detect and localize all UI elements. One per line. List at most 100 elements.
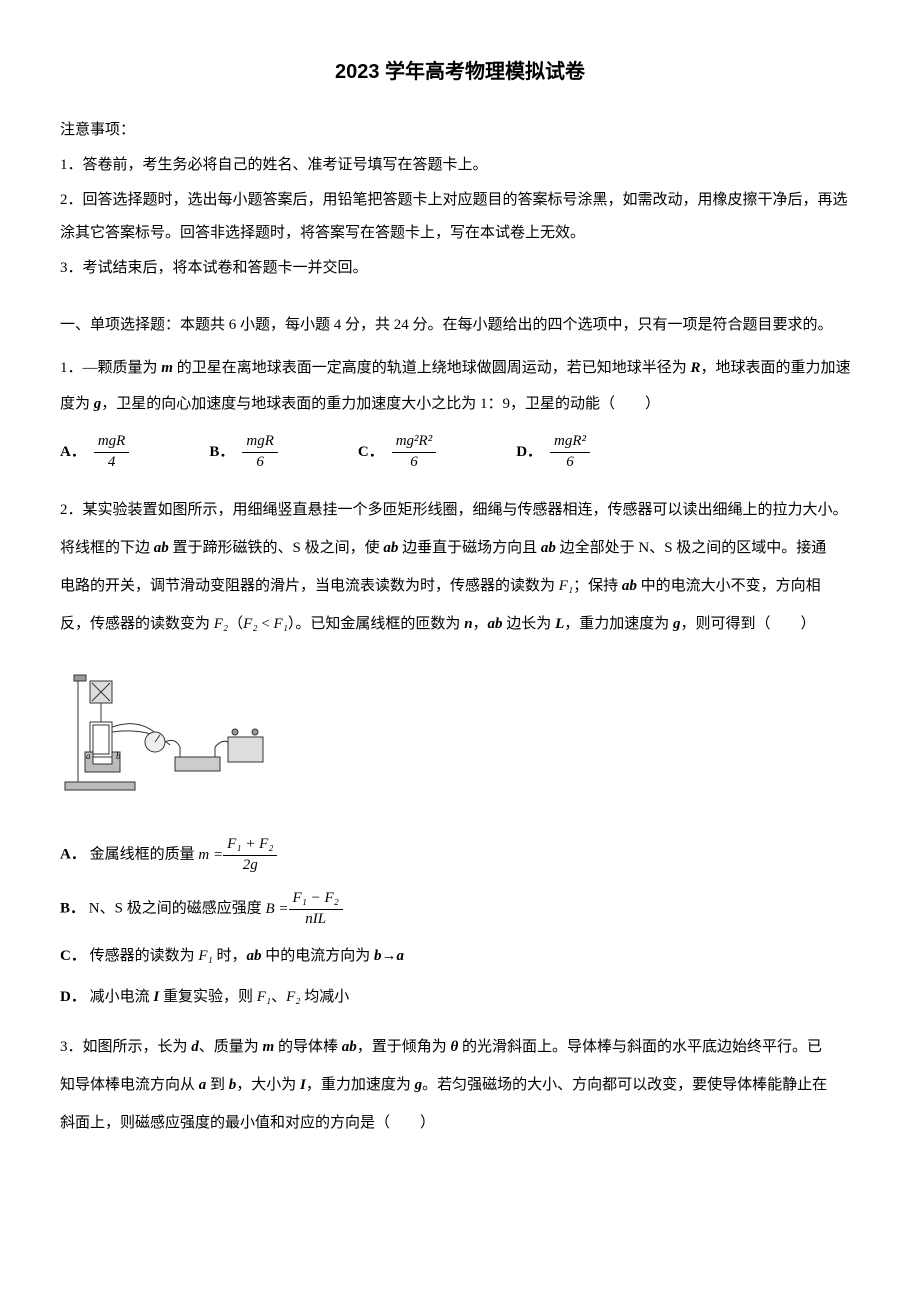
q2-ab2: ab bbox=[383, 540, 398, 556]
q1-option-b: B． mgR 6 bbox=[209, 432, 278, 472]
q2-option-c: C． 传感器的读数为 F₁ 时，ab 中的电流方向为 b→a bbox=[60, 943, 860, 970]
q2-option-a: A． 金属线框的质量 m = F₁ + F₂ 2g bbox=[60, 835, 860, 875]
q2-optB-den: nIL bbox=[289, 910, 343, 930]
q2-ab4: ab bbox=[622, 578, 637, 594]
q2-l2d: 边全部处于 N、S 极之间的区域中。接通 bbox=[556, 540, 826, 556]
q3-l2e: 。若匀强磁场的大小、方向都可以改变，要使导体棒能静止在 bbox=[422, 1077, 827, 1093]
q2-l4g: ，重力加速度为 bbox=[564, 616, 673, 632]
q2-l4a: 反，传感器的读数变为 bbox=[60, 616, 214, 632]
q3-l1c: 的导体棒 bbox=[274, 1039, 342, 1055]
q1-option-d: D． mgR² 6 bbox=[516, 432, 590, 472]
q2-l2b: 置于蹄形磁铁的、S 极之间，使 bbox=[169, 540, 384, 556]
q3-l1b: 、质量为 bbox=[199, 1039, 263, 1055]
q2-l3b: ；保持 bbox=[573, 578, 622, 594]
q2-option-b: B． N、S 极之间的磁感应强度 B = F₁ − F₂ nIL bbox=[60, 889, 860, 929]
q3-l2c: ，大小为 bbox=[236, 1077, 300, 1093]
q2-l4e: ， bbox=[473, 616, 488, 632]
q2-F1: F₁ bbox=[559, 578, 573, 594]
q2-optA-lhs: m = bbox=[198, 842, 223, 869]
q2-optD-label: D． bbox=[60, 989, 86, 1005]
q2-answer-options: A． 金属线框的质量 m = F₁ + F₂ 2g B． N、S 极之间的磁感应… bbox=[60, 835, 860, 1011]
q2-optD-F2: F₂ bbox=[286, 989, 300, 1005]
q1-optA-den: 4 bbox=[94, 453, 130, 473]
q2-optB-text: N、S 极之间的磁感应强度 bbox=[89, 900, 266, 916]
q1-optB-den: 6 bbox=[242, 453, 278, 473]
q2-optD-tc: 、 bbox=[271, 989, 286, 1005]
q2-optC-label: C． bbox=[60, 948, 86, 964]
q3-line3: 斜面上，则磁感应强度的最小值和对应的方向是（ ） bbox=[60, 1105, 860, 1141]
section-1-header: 一、单项选择题：本题共 6 小题，每小题 4 分，共 24 分。在每小题给出的四… bbox=[60, 309, 860, 342]
q2-g: g bbox=[673, 616, 681, 632]
q1-optA-num: mgR bbox=[94, 432, 130, 453]
q1-optC-den: 6 bbox=[392, 453, 437, 473]
q2-l4c: < bbox=[258, 616, 274, 632]
question-2: 2．某实验装置如图所示，用细绳竖直悬挂一个多匝矩形线圈，细绳与传感器相连，传感器… bbox=[60, 492, 860, 642]
svg-text:a: a bbox=[86, 751, 91, 761]
q3-ab: ab bbox=[342, 1039, 357, 1055]
q2-optB-num: F₁ − F₂ bbox=[289, 889, 343, 910]
q2-optC-ta: 传感器的读数为 bbox=[90, 948, 199, 964]
q2-ab1: ab bbox=[154, 540, 169, 556]
svg-text:b: b bbox=[116, 751, 121, 761]
q1-optB-num: mgR bbox=[242, 432, 278, 453]
q2-optB-lhs: B = bbox=[265, 896, 288, 923]
q2-optA-fraction: F₁ + F₂ 2g bbox=[223, 835, 277, 875]
q2-F1b: F₁ bbox=[274, 616, 288, 632]
q3-line1: 3．如图所示，长为 d、质量为 m 的导体棒 ab，置于倾角为 θ 的光滑斜面上… bbox=[60, 1029, 860, 1065]
q3-l1e: 的光滑斜面上。导体棒与斜面的水平底边始终平行。已 bbox=[458, 1039, 822, 1055]
q2-apparatus-diagram: a b bbox=[60, 667, 270, 797]
q3-m: m bbox=[263, 1039, 275, 1055]
q2-line4: 反，传感器的读数变为 F₂（F₂ < F₁）。已知金属线框的匝数为 n，ab 边… bbox=[60, 606, 860, 642]
q2-line3: 电路的开关，调节滑动变阻器的滑片，当电流表读数为时，传感器的读数为 F₁；保持 … bbox=[60, 568, 860, 604]
question-3: 3．如图所示，长为 d、质量为 m 的导体棒 ab，置于倾角为 θ 的光滑斜面上… bbox=[60, 1029, 860, 1141]
q2-L: L bbox=[555, 616, 564, 632]
q3-line2: 知导体棒电流方向从 a 到 b，大小为 I，重力加速度为 g。若匀强磁场的大小、… bbox=[60, 1067, 860, 1103]
q1-mid3: ，卫星的向心加速度与地球表面的重力加速度大小之比为 1：9，卫星的动能（ ） bbox=[101, 396, 660, 412]
q2-optD-ta: 减小电流 bbox=[90, 989, 154, 1005]
q2-optC-var: F₁ bbox=[198, 948, 212, 964]
q3-d: d bbox=[191, 1039, 199, 1055]
q2-optA-text: 金属线框的质量 bbox=[90, 846, 199, 862]
q1-options: A． mgR 4 B． mgR 6 C． mg²R² 6 D． mgR² 6 bbox=[60, 432, 860, 472]
q1-prefix: 1．—颗质量为 bbox=[60, 360, 161, 376]
q1-optD-label: D． bbox=[516, 436, 542, 469]
q1-optC-label: C． bbox=[358, 436, 384, 469]
q2-l3c: 中的电流大小不变，方向相 bbox=[637, 578, 821, 594]
q2-option-d: D． 减小电流 I 重复实验，则 F₁、F₂ 均减小 bbox=[60, 984, 860, 1011]
notice-item-2: 2．回答选择题时，选出每小题答案后，用铅笔把答题卡上对应题目的答案标号涂黑，如需… bbox=[60, 184, 860, 250]
q1-text: 1．—颗质量为 m 的卫星在离地球表面一定高度的轨道上绕地球做圆周运动，若已知地… bbox=[60, 360, 850, 412]
q3-l2d: ，重力加速度为 bbox=[306, 1077, 415, 1093]
q2-ab5: ab bbox=[488, 616, 503, 632]
q1-option-c: C． mg²R² 6 bbox=[358, 432, 436, 472]
q1-optD-den: 6 bbox=[550, 453, 590, 473]
q1-var-m: m bbox=[161, 360, 173, 376]
q2-optC-tb: 时， bbox=[213, 948, 247, 964]
q2-line2: 将线框的下边 ab 置于蹄形磁铁的、S 极之间，使 ab 边垂直于磁场方向且 a… bbox=[60, 530, 860, 566]
q2-F2b: F₂ bbox=[243, 616, 257, 632]
question-1: 1．—颗质量为 m 的卫星在离地球表面一定高度的轨道上绕地球做圆周运动，若已知地… bbox=[60, 350, 860, 422]
q1-optC-num: mg²R² bbox=[392, 432, 437, 453]
q1-mid1: 的卫星在离地球表面一定高度的轨道上绕地球做圆周运动，若已知地球半径为 bbox=[173, 360, 691, 376]
q3-l2b: 到 bbox=[206, 1077, 229, 1093]
q2-l3a: 电路的开关，调节滑动变阻器的滑片，当电流表读数为时，传感器的读数为 bbox=[60, 578, 559, 594]
notice-header: 注意事项： bbox=[60, 114, 860, 147]
q2-optB-label: B． bbox=[60, 900, 85, 916]
q1-option-a: A． mgR 4 bbox=[60, 432, 129, 472]
q2-line1: 2．某实验装置如图所示，用细绳竖直悬挂一个多匝矩形线圈，细绳与传感器相连，传感器… bbox=[60, 492, 860, 528]
q2-optC-tc: 中的电流方向为 bbox=[262, 948, 375, 964]
q2-optA-den: 2g bbox=[223, 856, 277, 876]
q1-var-R: R bbox=[690, 360, 700, 376]
q2-optD-td: 均减小 bbox=[301, 989, 350, 1005]
q2-l4f: 边长为 bbox=[503, 616, 556, 632]
q3-l1d: ，置于倾角为 bbox=[357, 1039, 451, 1055]
q1-optB-label: B． bbox=[209, 436, 234, 469]
q3-l2a: 知导体棒电流方向从 bbox=[60, 1077, 199, 1093]
q2-optA-label: A． bbox=[60, 846, 86, 862]
notice-item-3: 3．考试结束后，将本试卷和答题卡一并交回。 bbox=[60, 252, 860, 285]
q2-optC-ab: ab bbox=[247, 948, 262, 964]
q1-optA-label: A． bbox=[60, 436, 86, 469]
notice-item-1: 1．答卷前，考生务必将自己的姓名、准考证号填写在答题卡上。 bbox=[60, 149, 860, 182]
q2-l2a: 将线框的下边 bbox=[60, 540, 154, 556]
q1-optD-num: mgR² bbox=[550, 432, 590, 453]
q2-l4d: ）。已知金属线框的匝数为 bbox=[288, 616, 464, 632]
